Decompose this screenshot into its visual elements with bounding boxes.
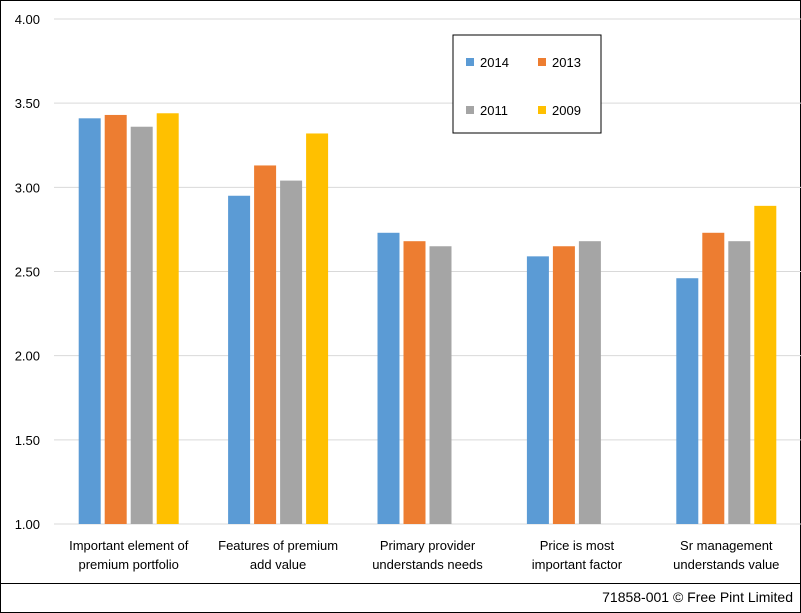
bar-2013	[104, 114, 127, 524]
x-category-label: Price is most	[540, 538, 615, 553]
y-tick-label: 3.50	[15, 96, 40, 111]
footer-divider	[1, 583, 801, 584]
bar-2013	[552, 246, 575, 524]
bar-2014	[526, 256, 549, 524]
y-tick-label: 2.50	[15, 265, 40, 280]
copyright-footer: 71858-001 © Free Pint Limited	[602, 589, 793, 605]
bar-2011	[429, 246, 452, 524]
legend-swatch-2009	[538, 106, 546, 114]
legend-label: 2014	[480, 55, 509, 70]
bar-2014	[78, 118, 101, 525]
legend-label: 2011	[480, 103, 508, 118]
bar-2014	[377, 232, 400, 525]
x-category-label: important factor	[532, 557, 623, 572]
x-category-label: Primary provider	[380, 538, 476, 553]
bar-2009	[306, 133, 329, 524]
bar-2009	[156, 113, 179, 525]
x-category-label: Features of premium	[218, 538, 338, 553]
legend-label: 2013	[552, 55, 581, 70]
bar-2011	[578, 241, 601, 524]
bar-chart: 1.00 1.50 2.00 2.50 3.00 3.50 4.00 Important el…	[15, 12, 801, 572]
y-tick-label: 1.00	[15, 517, 40, 532]
bar-2009	[754, 205, 777, 524]
bar-2013	[702, 232, 725, 525]
x-category-label: understands needs	[372, 557, 483, 572]
bar-2011	[130, 126, 153, 524]
x-category-label: understands value	[673, 557, 779, 572]
y-tick-label: 4.00	[15, 12, 40, 27]
legend-swatch-2014	[466, 58, 474, 66]
bar-2013	[403, 241, 426, 524]
y-tick-label: 2.00	[15, 349, 40, 364]
bar-2011	[728, 241, 751, 524]
bar-2014	[676, 278, 699, 524]
bar-2013	[254, 165, 277, 524]
legend-label: 2009	[552, 103, 581, 118]
x-category-label: premium portfolio	[78, 557, 178, 572]
y-tick-label: 1.50	[15, 433, 40, 448]
legend-swatch-2013	[538, 58, 546, 66]
legend-box	[452, 34, 602, 134]
bar-2014	[228, 195, 251, 524]
bar-2011	[280, 180, 303, 524]
y-tick-label: 3.00	[15, 180, 40, 195]
x-category-label: Sr management	[680, 538, 773, 553]
x-category-label: add value	[250, 557, 306, 572]
x-category-label: Important element of	[69, 538, 189, 553]
legend-swatch-2011	[466, 106, 474, 114]
